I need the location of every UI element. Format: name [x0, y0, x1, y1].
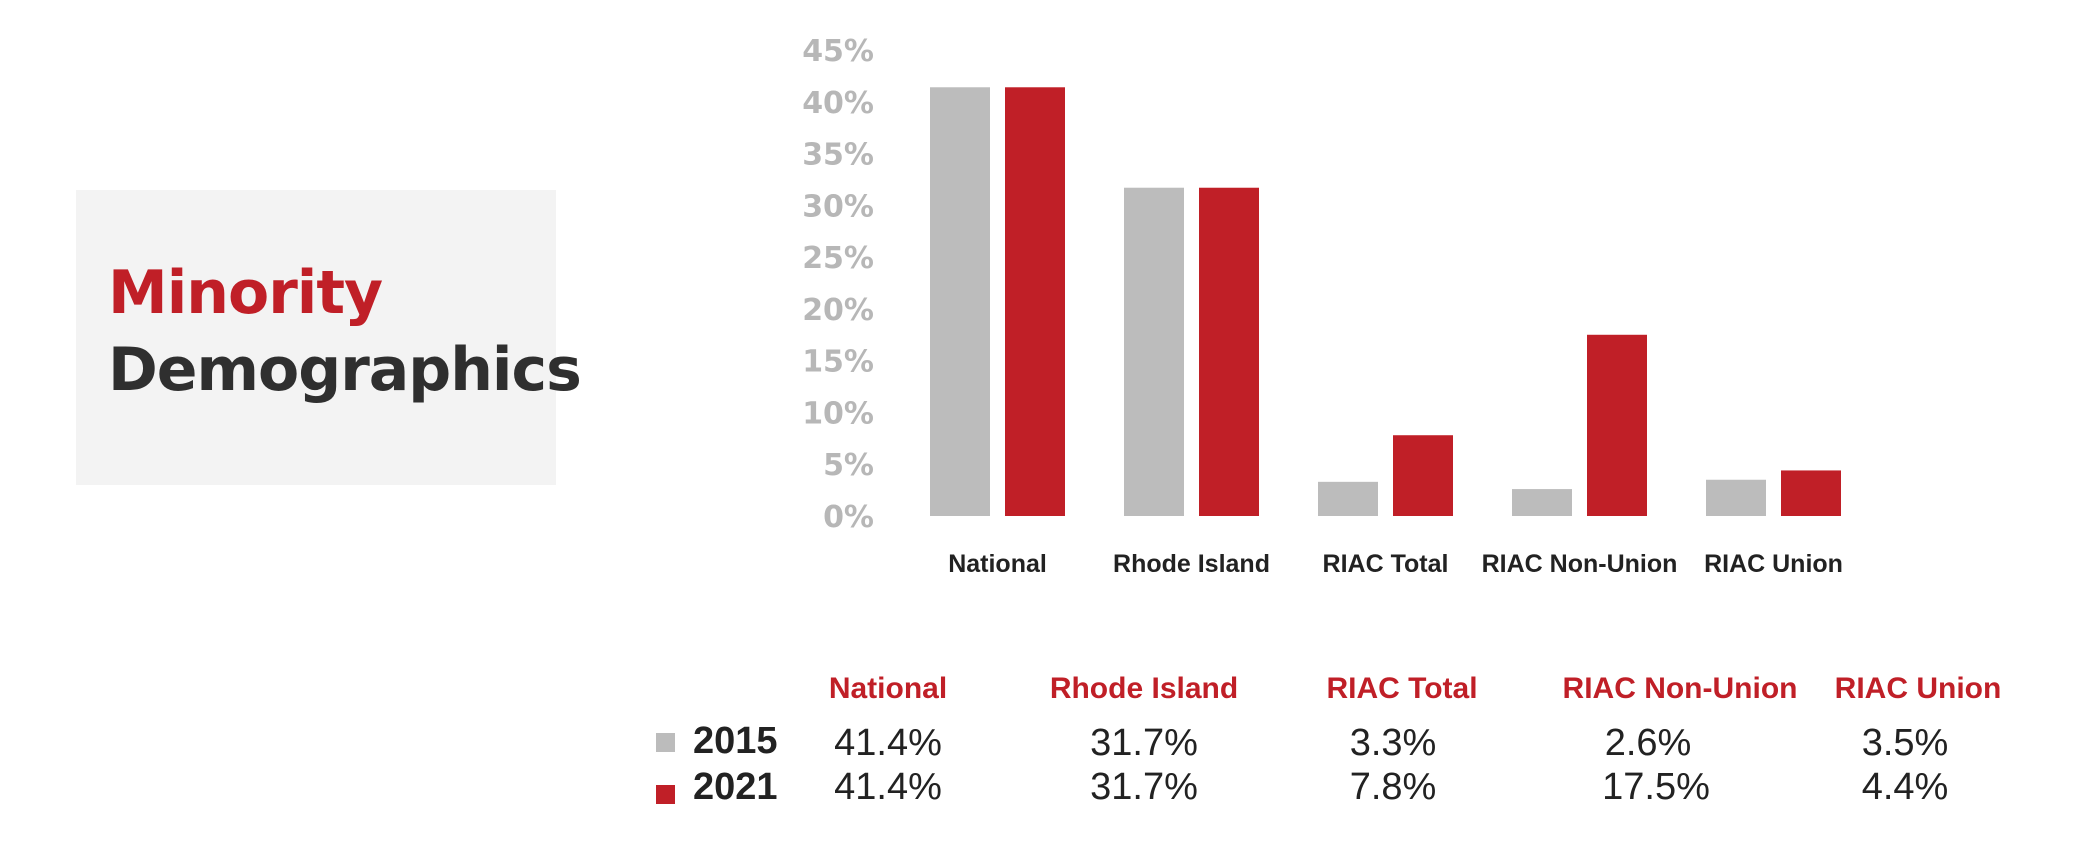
y-tick-label: 0% [823, 500, 874, 535]
bar-2015-rhode-island [1124, 187, 1184, 516]
bar-2021-riac-union [1781, 470, 1841, 516]
y-tick-label: 10% [802, 396, 874, 431]
title-demographics: Demographics [108, 335, 582, 405]
y-tick-label: 15% [802, 345, 874, 380]
bar-2015-national [930, 87, 990, 516]
y-tick-label: 5% [823, 448, 874, 483]
bar-2015-riac-union [1706, 479, 1766, 516]
bar-2021-riac-total [1393, 435, 1453, 516]
x-tick-label: RIAC Union [1704, 550, 1843, 578]
x-tick-label: RIAC Total [1323, 550, 1449, 578]
title-panel: Minority Demographics [76, 190, 582, 485]
y-tick-label: 45% [802, 34, 874, 69]
x-tick-label: RIAC Non-Union [1482, 550, 1678, 578]
bar-2015-riac-non-union [1512, 489, 1572, 516]
y-tick-label: 20% [802, 293, 874, 328]
y-tick-label: 25% [802, 241, 874, 276]
bar-2021-national [1005, 87, 1065, 516]
y-tick-label: 40% [802, 86, 874, 121]
bar-2021-rhode-island [1199, 187, 1259, 516]
bar-2021-riac-non-union [1587, 334, 1647, 516]
y-tick-label: 30% [802, 189, 874, 224]
title-minority: Minority [108, 258, 383, 328]
x-tick-label: Rhode Island [1113, 550, 1270, 578]
bar-2015-riac-total [1318, 481, 1378, 516]
x-tick-label: National [948, 550, 1047, 578]
y-tick-label: 35% [802, 138, 874, 173]
